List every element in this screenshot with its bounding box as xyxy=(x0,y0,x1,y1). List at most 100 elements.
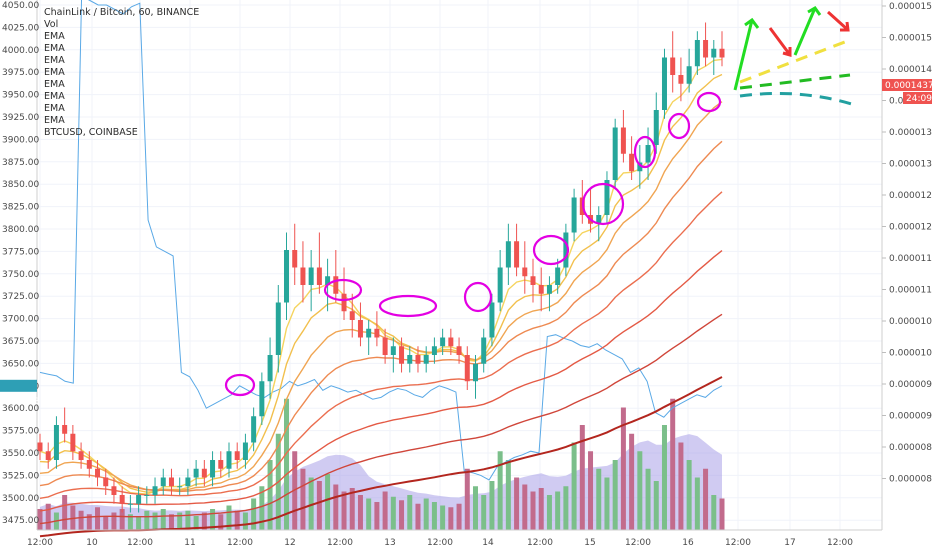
x-tick-label: 16 xyxy=(682,538,694,548)
volume-bar xyxy=(341,491,347,530)
volume-bar xyxy=(431,502,437,530)
volume-bar xyxy=(481,495,487,530)
volume-bar xyxy=(284,398,290,530)
legend-item: EMA xyxy=(44,103,65,114)
countdown-value: 24:09 xyxy=(906,94,932,104)
legend-item: BTCUSD, COINBASE xyxy=(44,127,138,138)
left-tick-label: 3475.00 xyxy=(2,516,39,526)
candle-body xyxy=(242,442,248,460)
volume-bar xyxy=(177,512,183,530)
volume-bar xyxy=(226,505,232,530)
volume-bar xyxy=(390,496,396,530)
right-tick-label: 0.0000095 xyxy=(889,380,932,390)
volume-bar xyxy=(119,509,125,530)
candle-body xyxy=(629,153,635,172)
volume-bar xyxy=(678,442,684,530)
candle-body xyxy=(341,293,347,312)
candle-body xyxy=(136,495,142,504)
volume-bar xyxy=(259,486,265,530)
volume-bar xyxy=(382,491,388,530)
candle-body xyxy=(481,337,487,364)
volume-bar xyxy=(86,514,92,530)
volume-bar xyxy=(423,498,429,530)
volume-ma-area xyxy=(40,434,722,530)
candle-body xyxy=(423,355,429,364)
volume-bar xyxy=(670,398,676,530)
legend-item: EMA xyxy=(44,67,65,78)
x-axis-ticks: 12:00 10 12:00 11 12:00 12 12:00 13 12:00 14 12:00… xyxy=(27,538,853,548)
volume-bar xyxy=(522,484,528,530)
candle-body xyxy=(546,285,552,294)
candle-body xyxy=(415,355,421,364)
x-tick-label: 12:00 xyxy=(227,538,253,548)
volume-bar xyxy=(472,486,478,530)
right-tick-label: 0.0000105 xyxy=(889,317,932,327)
highlight-ellipse xyxy=(224,373,256,397)
highlight-ellipse xyxy=(463,281,493,313)
volume-bar xyxy=(62,495,68,530)
left-tick-label: 3725.00 xyxy=(2,292,39,302)
candle-body xyxy=(456,346,462,355)
volume-bar xyxy=(218,514,224,530)
volume-bar xyxy=(637,451,643,530)
volume-bar xyxy=(645,468,651,530)
volume-bar xyxy=(440,505,446,530)
candle-body xyxy=(177,486,183,488)
volume-bar xyxy=(489,481,495,530)
candle-body xyxy=(193,468,199,478)
volume-bar xyxy=(555,491,561,530)
volume-bar xyxy=(604,477,610,530)
volume-bar xyxy=(316,481,322,530)
volume-bar xyxy=(464,468,470,530)
volume-bar xyxy=(546,495,552,530)
volume-bar xyxy=(144,510,150,530)
volume-bar xyxy=(168,514,174,530)
candle-body xyxy=(670,57,676,75)
candle-body xyxy=(563,232,569,268)
left-tick-label: 3850.00 xyxy=(2,180,39,190)
x-tick-label: 11 xyxy=(184,538,195,548)
candle-body xyxy=(218,460,224,469)
candle-body xyxy=(464,355,470,382)
volume-bar xyxy=(514,477,520,530)
candle-body xyxy=(686,66,692,84)
legend-item: EMA xyxy=(44,55,65,66)
volume-bar xyxy=(629,433,635,530)
volume-bar xyxy=(686,460,692,530)
candle-body xyxy=(472,363,478,382)
left-tick-label: 3575.00 xyxy=(2,427,39,437)
right-tick-label: 0.0000155 xyxy=(889,2,932,12)
ema-line xyxy=(39,73,723,493)
candle-body xyxy=(86,460,92,469)
ema-line xyxy=(39,191,723,499)
legend-item: EMA xyxy=(44,79,65,90)
volume-bar xyxy=(349,488,355,530)
x-tick-label: 12:00 xyxy=(127,538,153,548)
right-axis-ticks: 0.00001550.00001500.00001450.00001400.00… xyxy=(882,2,932,485)
volume-bar xyxy=(103,516,109,530)
candle-body xyxy=(555,267,561,285)
candle-body xyxy=(357,320,363,338)
left-tick-label: 3700.00 xyxy=(2,315,39,325)
candle-body xyxy=(440,337,446,347)
left-tick-label: 3950.00 xyxy=(2,91,39,101)
candle-body xyxy=(119,495,125,504)
candle-body xyxy=(678,75,684,84)
candle-body xyxy=(349,311,355,320)
volume-bar xyxy=(210,509,216,530)
candle-body xyxy=(431,346,437,355)
left-tick-label: 3600.00 xyxy=(2,404,39,414)
right-tick-label: 0.0000085 xyxy=(889,443,932,453)
x-tick-label: 12:00 xyxy=(327,538,353,548)
left-tick-label: 4025.00 xyxy=(2,23,39,33)
candle-body xyxy=(407,355,413,364)
legend-item: EMA xyxy=(44,115,65,126)
left-tick-label: 3800.00 xyxy=(2,225,39,235)
candle-body xyxy=(62,425,68,434)
legend-item: Vol xyxy=(44,19,58,30)
candle-body xyxy=(325,276,331,285)
volume-bar xyxy=(571,442,577,530)
left-tick-label: 3875.00 xyxy=(2,158,39,168)
x-tick-label: 10 xyxy=(86,538,98,548)
